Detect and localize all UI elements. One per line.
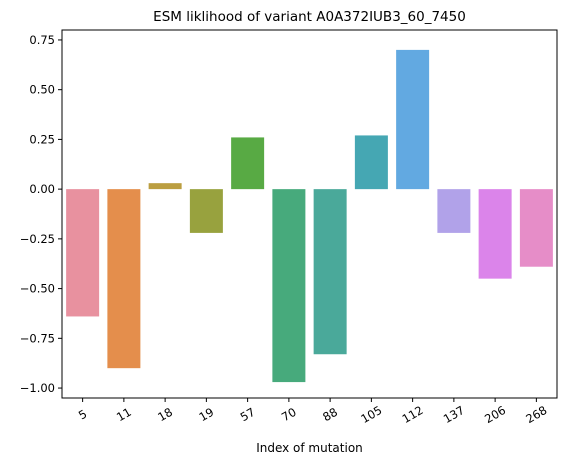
bar-88 <box>313 189 347 355</box>
x-tick-label: 88 <box>320 405 340 424</box>
x-tick-label: 206 <box>482 403 508 426</box>
x-tick-label: 137 <box>441 403 467 426</box>
bar-206 <box>478 189 512 279</box>
x-tick-label: 268 <box>523 403 549 426</box>
y-tick-label: 0.00 <box>29 182 55 196</box>
x-tick-label: 19 <box>197 405 217 424</box>
x-axis: 5 11 18 19 57 70 88 105 112 137 206 268 <box>76 398 549 426</box>
x-axis-label: Index of mutation <box>256 441 363 455</box>
bar-70 <box>272 189 306 383</box>
y-tick-label: −1.00 <box>20 381 55 395</box>
bar-19 <box>189 189 223 233</box>
y-tick-label: 0.75 <box>29 33 55 47</box>
y-tick-label: 0.50 <box>29 83 55 97</box>
bar-105 <box>354 135 388 190</box>
bar-137 <box>437 189 471 233</box>
bars-group <box>66 49 553 383</box>
x-tick-label: 57 <box>238 405 258 424</box>
bar-112 <box>396 49 430 190</box>
bar-57 <box>231 137 265 190</box>
x-tick-label: 11 <box>114 405 134 424</box>
x-tick-label: 105 <box>358 403 384 426</box>
bar-5 <box>66 189 100 317</box>
plot-frame <box>61 29 558 399</box>
x-tick-label: 5 <box>76 407 89 423</box>
bar-11 <box>107 189 141 369</box>
plot-area: −1.00 −0.75 −0.50 −0.25 0.00 0.25 0.50 0.75 5 11… <box>20 29 558 426</box>
chart-title: ESM liklihood of variant A0A372IUB3_60_7… <box>153 9 466 25</box>
x-tick-label: 70 <box>279 405 299 424</box>
y-axis: −1.00 −0.75 −0.50 −0.25 0.00 0.25 0.50 0.75 <box>20 33 62 395</box>
x-tick-label: 112 <box>400 403 426 426</box>
y-tick-label: 0.25 <box>29 132 55 146</box>
y-tick-label: −0.25 <box>20 232 55 246</box>
bar-268 <box>519 189 553 267</box>
y-tick-label: −0.50 <box>20 282 55 296</box>
y-tick-label: −0.75 <box>20 331 55 345</box>
x-tick-label: 18 <box>155 405 175 424</box>
bar-18 <box>148 183 182 190</box>
